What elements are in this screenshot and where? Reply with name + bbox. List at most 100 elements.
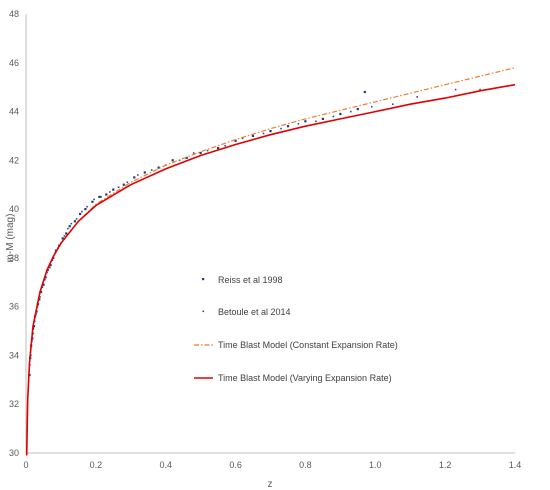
data-point — [98, 195, 101, 198]
y-tick-label: 30 — [9, 448, 19, 458]
y-tick-label: 44 — [9, 107, 19, 117]
data-point — [454, 88, 457, 91]
y-tick-label: 42 — [9, 155, 19, 165]
y-tick-label: 36 — [9, 302, 19, 312]
data-point — [75, 218, 78, 220]
legend-item-betoule: Betoule et al 2014 — [202, 307, 291, 317]
data-point — [315, 120, 317, 123]
legend: Reiss et al 1998 Betoule et al 2014 Time… — [194, 275, 398, 383]
series-line-time-blast-model-varying-expansion-rate — [25, 83, 516, 456]
series-points-reiss-et-al-1998 — [28, 90, 366, 377]
data-point — [70, 222, 73, 225]
data-point — [199, 151, 202, 155]
data-point — [93, 198, 95, 201]
legend-label-constant: Time Blast Model (Constant Expansion Rat… — [218, 340, 398, 350]
y-tick-labels: 30 32 34 36 38 40 42 44 46 48 — [9, 9, 19, 458]
y-axis-label: m-M (mag) — [5, 214, 16, 263]
data-point — [332, 115, 335, 118]
x-tick-label: 1.0 — [369, 460, 382, 470]
data-point — [280, 127, 282, 130]
data-point — [251, 134, 255, 137]
data-point — [122, 183, 125, 186]
data-point — [39, 290, 43, 294]
data-point — [269, 130, 272, 133]
data-point — [185, 156, 188, 159]
data-point — [65, 232, 68, 235]
data-point — [49, 266, 51, 269]
data-point — [61, 237, 64, 240]
data-point — [112, 188, 115, 191]
data-point — [84, 208, 87, 211]
data-point — [479, 88, 481, 91]
y-tick-label: 40 — [9, 204, 19, 214]
data-point — [67, 227, 69, 230]
data-point — [339, 112, 342, 116]
data-point — [44, 279, 46, 281]
data-point — [150, 169, 153, 171]
data-point — [86, 205, 88, 208]
data-point — [117, 186, 120, 188]
data-point — [356, 108, 359, 111]
data-point — [79, 212, 82, 216]
data-point — [32, 332, 35, 335]
x-tick-labels: 0 0.2 0.4 0.6 0.8 1.0 1.2 1.4 — [23, 460, 521, 470]
legend-label-betoule: Betoule et al 2014 — [218, 307, 291, 317]
plot-area — [25, 67, 516, 456]
x-tick-label: 0.2 — [90, 460, 103, 470]
data-point — [206, 149, 209, 152]
x-tick-label: 0.4 — [159, 460, 172, 470]
y-tick-label: 34 — [9, 350, 19, 360]
data-point — [137, 174, 139, 176]
data-point — [63, 235, 66, 237]
data-point — [363, 90, 366, 94]
series-points-betoule-et-al-2014 — [29, 88, 481, 366]
data-point — [133, 176, 136, 179]
data-point — [304, 120, 307, 123]
x-tick-label: 0.6 — [229, 460, 242, 470]
legend-item-riess: Reiss et al 1998 — [202, 275, 283, 285]
legend-marker-riess — [202, 278, 205, 281]
data-point — [73, 220, 76, 223]
data-point — [224, 144, 226, 147]
data-point — [234, 139, 237, 142]
legend-label-riess: Reiss et al 1998 — [218, 275, 283, 285]
data-point — [32, 325, 36, 328]
data-point — [350, 110, 352, 113]
x-tick-label: 0.8 — [299, 460, 312, 470]
legend-marker-betoule — [202, 310, 205, 313]
data-point — [42, 283, 45, 286]
data-point — [109, 191, 111, 193]
data-point — [81, 210, 83, 213]
data-point — [371, 105, 373, 108]
data-point — [392, 103, 394, 105]
data-point — [51, 259, 54, 262]
data-point — [192, 152, 195, 154]
data-point — [217, 147, 220, 150]
legend-label-varying: Time Blast Model (Varying Expansion Rate… — [218, 373, 392, 383]
y-tick-label: 46 — [9, 58, 19, 68]
data-point — [39, 296, 41, 298]
data-point — [321, 117, 324, 120]
data-point — [416, 96, 418, 98]
data-point — [41, 286, 44, 288]
data-point — [49, 264, 52, 267]
data-point — [105, 193, 108, 196]
data-point — [44, 276, 47, 279]
y-tick-label: 48 — [9, 9, 19, 19]
x-tick-label: 1.4 — [509, 460, 522, 470]
data-point — [297, 123, 300, 125]
series-line-time-blast-model-constant-expansion-rate — [26, 67, 516, 456]
data-point — [157, 166, 160, 169]
legend-item-constant: Time Blast Model (Constant Expansion Rat… — [194, 340, 398, 350]
data-point — [100, 196, 102, 198]
data-point — [126, 181, 129, 184]
x-tick-label: 1.2 — [439, 460, 452, 470]
data-point — [143, 171, 146, 174]
x-axis-label: z — [268, 479, 273, 490]
data-point — [262, 132, 265, 135]
x-tick-label: 0 — [23, 460, 28, 470]
data-point — [91, 200, 94, 203]
legend-item-varying: Time Blast Model (Varying Expansion Rate… — [194, 373, 392, 383]
y-tick-label: 32 — [9, 399, 19, 409]
